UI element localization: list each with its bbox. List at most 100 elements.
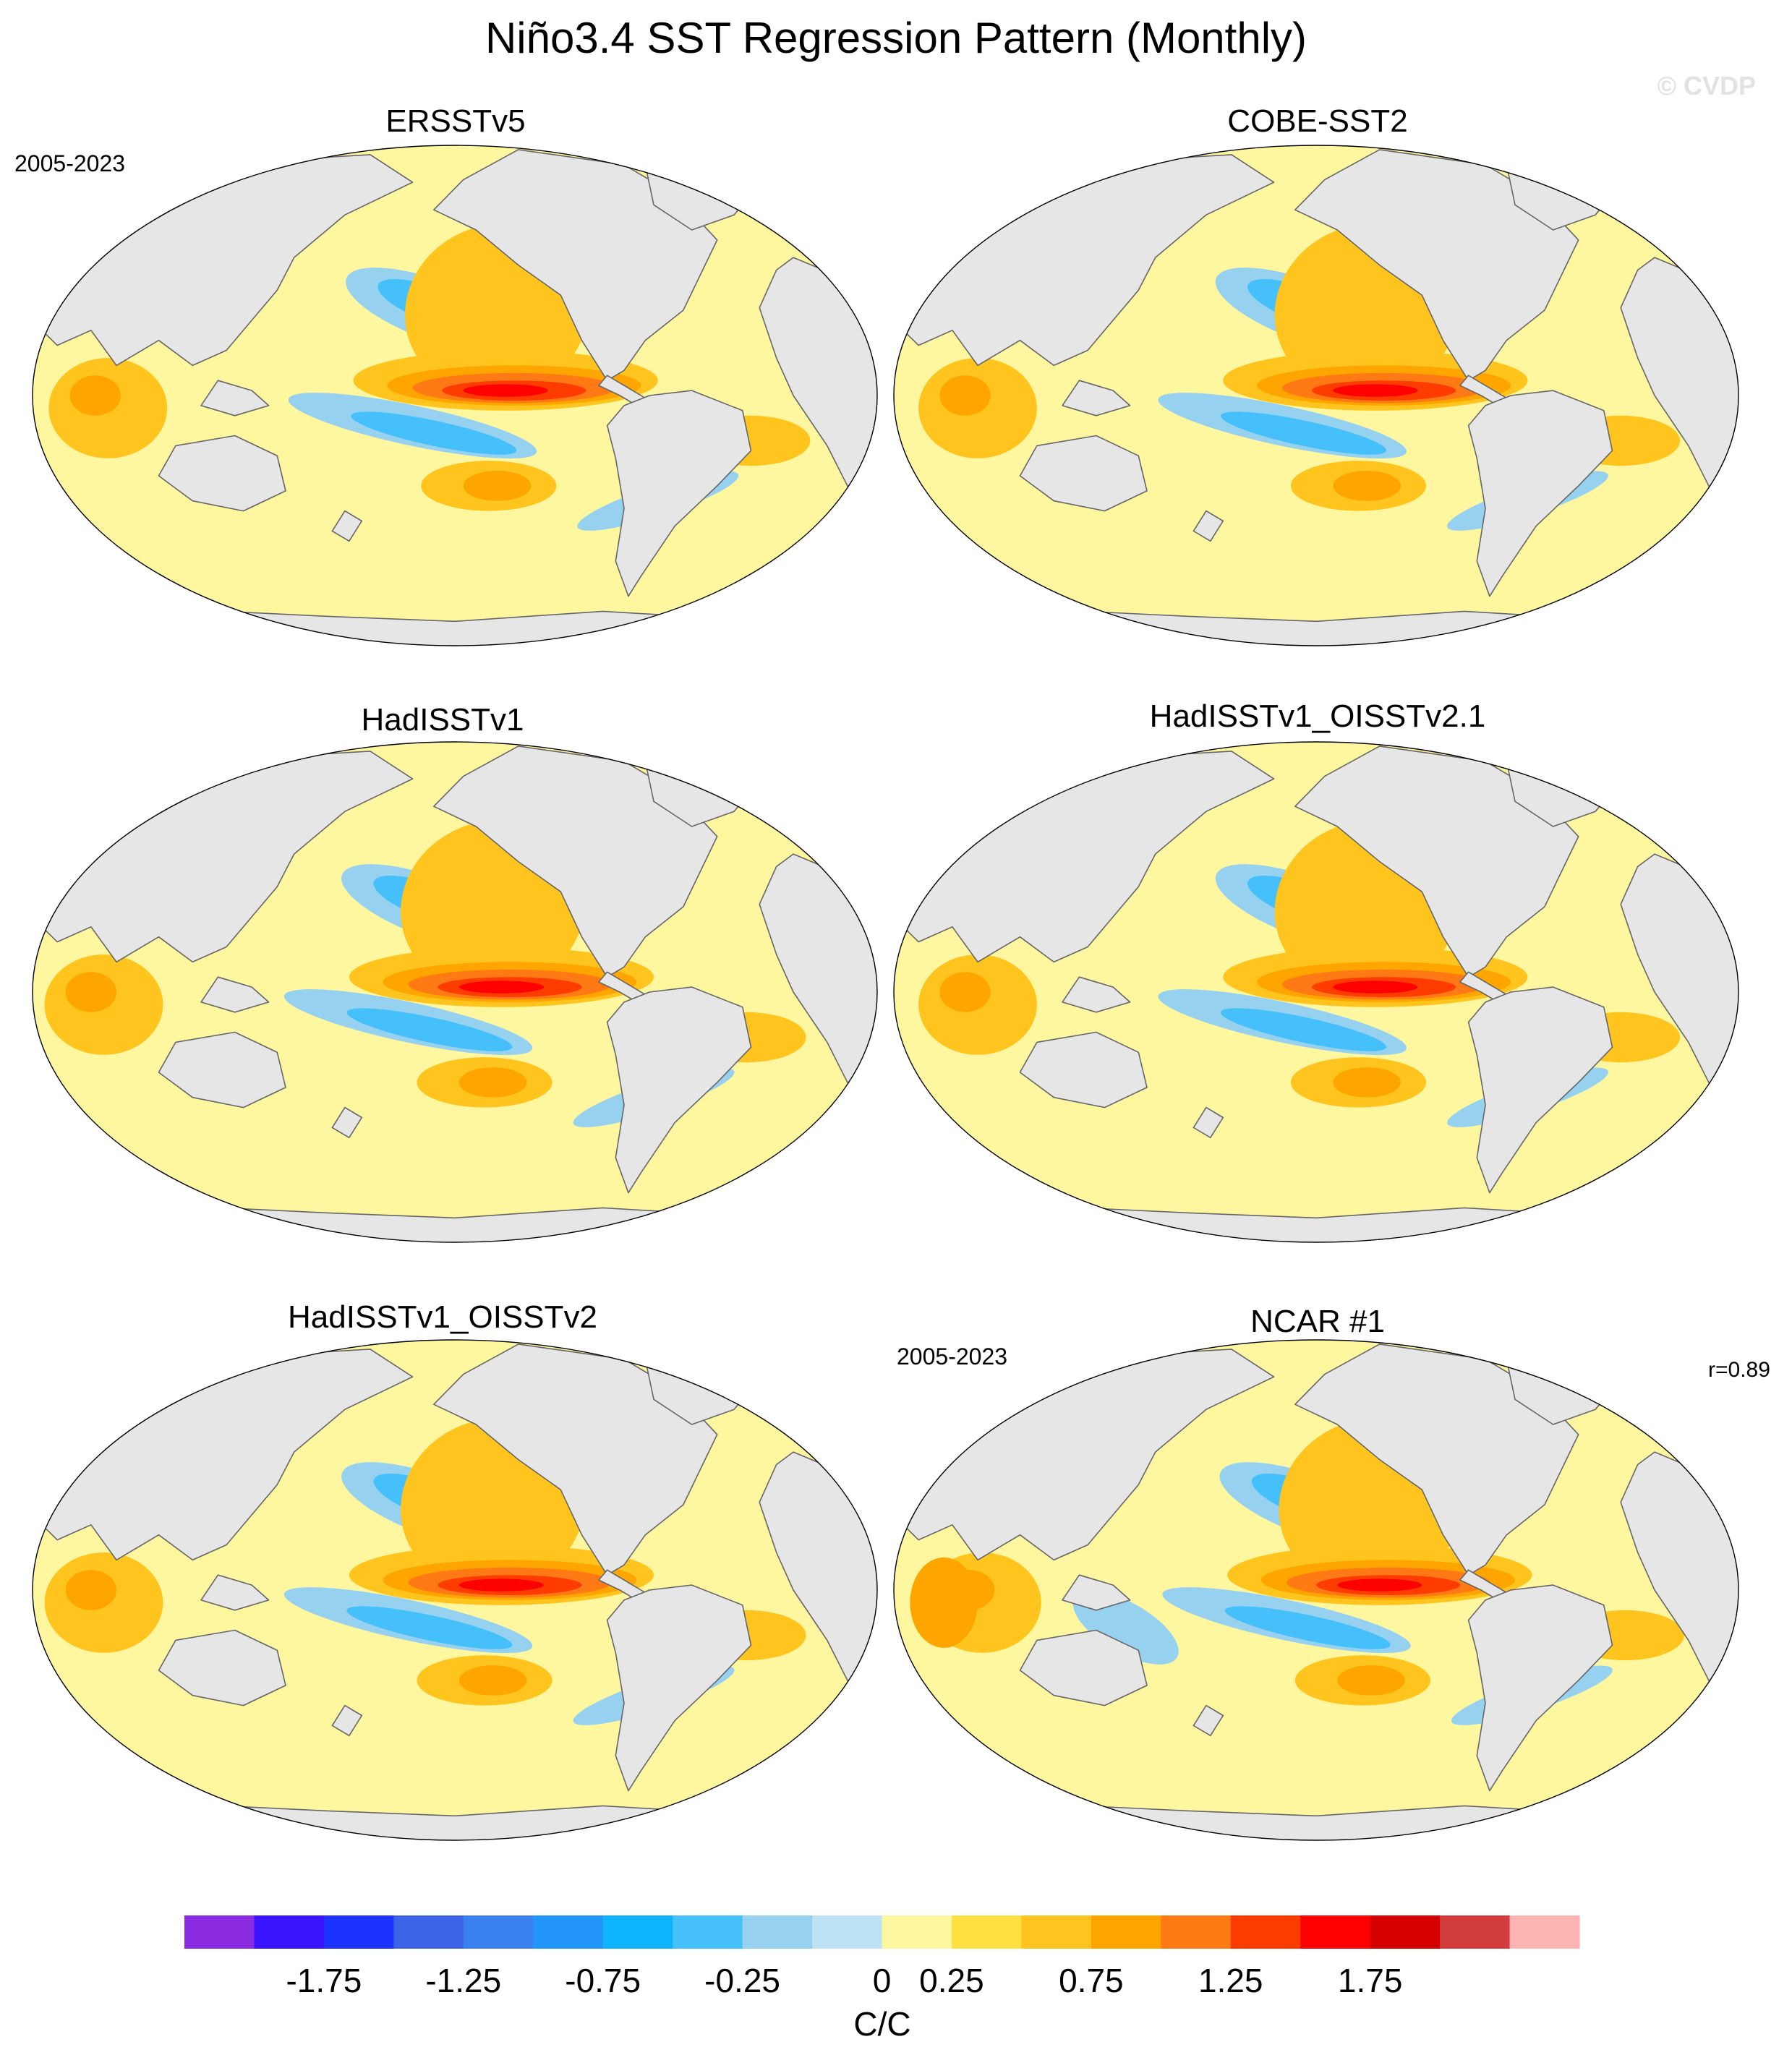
colorbar-units: C/C (853, 2005, 911, 2043)
land-mass (1192, 1704, 1224, 1737)
panel-title-hadisstv1-oisstv2: HadISSTv1_OISSTv2 (288, 1299, 597, 1335)
colorbar-box (882, 1915, 952, 1949)
colorbar-tick-label: 1.75 (1337, 1962, 1403, 1999)
land-mass (1019, 1031, 1148, 1108)
period-label-ersstv5: 2005-2023 (14, 150, 126, 176)
sst-anomaly-region (65, 972, 116, 1012)
map-outline (893, 741, 1739, 1243)
colorbar-box (602, 1915, 673, 1949)
map-outline (893, 1339, 1739, 1841)
colorbar-tick-label: 0.75 (1059, 1962, 1124, 1999)
land-mass (331, 510, 363, 542)
map-ersstv5 (32, 145, 878, 646)
colorbar (184, 1915, 1580, 1949)
sst-anomaly-region (458, 1578, 544, 1592)
colorbar-box (533, 1915, 604, 1949)
sst-anomaly-region (463, 384, 548, 397)
sst-anomaly-region (939, 375, 991, 416)
map-outline (32, 1339, 878, 1841)
sst-anomaly-region (910, 1557, 978, 1648)
sst-anomaly-region (1333, 471, 1401, 501)
land-mass (331, 1106, 363, 1139)
sst-anomaly-region (1337, 1665, 1405, 1696)
sst-anomaly-region (458, 1067, 527, 1098)
sst-anomaly-region (1333, 384, 1418, 397)
land-mass (200, 1574, 270, 1611)
sst-anomaly-region (1333, 1067, 1401, 1098)
colorbar-box (1370, 1915, 1441, 1949)
colorbar-box (951, 1915, 1022, 1949)
sst-anomaly-region (1337, 1578, 1422, 1592)
land-mass (158, 435, 286, 512)
land-mass (200, 976, 270, 1013)
land-mass (1019, 1629, 1148, 1706)
land-mass (1062, 1574, 1131, 1611)
map-outline (893, 145, 1739, 646)
colorbar-tick-label: -0.75 (565, 1962, 641, 1999)
colorbar-box (1509, 1915, 1580, 1949)
colorbar-box (1091, 1915, 1161, 1949)
sst-anomaly-region (346, 1606, 513, 1649)
colorbar-box (1440, 1915, 1511, 1949)
land-mass (158, 1629, 286, 1706)
land-mass (1192, 510, 1224, 542)
land-mass (1467, 390, 1613, 597)
colorbar-box (254, 1915, 325, 1949)
sst-anomaly-region (346, 1008, 513, 1051)
colorbar-tick-label: 0.25 (919, 1962, 984, 1999)
colorbar-tick-label: 1.25 (1198, 1962, 1263, 1999)
figure-title: Niño3.4 SST Regression Pattern (Monthly) (485, 14, 1307, 62)
land-mass (1062, 976, 1131, 1013)
sst-anomaly-region (1220, 411, 1387, 455)
panel-title-ersstv5: ERSSTv5 (385, 103, 526, 139)
sst-anomaly-region (1224, 1606, 1391, 1649)
colorbar-box (812, 1915, 883, 1949)
map-outline (32, 741, 878, 1243)
panel-title-cobe-sst2: COBE-SST2 (1227, 103, 1408, 139)
panel-title-hadisstv1: HadISSTv1 (361, 702, 524, 738)
land-mass (606, 390, 752, 597)
colorbar-box (1021, 1915, 1092, 1949)
land-mass (606, 1584, 752, 1792)
colorbar-box (393, 1915, 464, 1949)
land-mass (331, 1704, 363, 1737)
colorbar-box (323, 1915, 394, 1949)
colorbar-box (1230, 1915, 1301, 1949)
colorbar-tick-label: -1.75 (286, 1962, 362, 1999)
sst-anomaly-region (458, 980, 544, 994)
colorbar-box (1300, 1915, 1371, 1949)
colorbar-tick-label: -1.25 (425, 1962, 502, 1999)
land-mass (1467, 986, 1613, 1194)
land-mass (1062, 380, 1131, 416)
land-mass (1467, 1584, 1613, 1792)
period-label-ncar-1: 2005-2023 (897, 1343, 1008, 1370)
correlation-label-ncar-1: r=0.89 (1708, 1358, 1770, 1382)
panel-title-hadisstv1-oisstv2-1: HadISSTv1_OISSTv2.1 (1149, 698, 1486, 734)
land-mass (158, 1031, 286, 1108)
colorbar-tick-label: 0 (872, 1962, 892, 1999)
land-mass (1192, 1106, 1224, 1139)
colorbar-box (1161, 1915, 1232, 1949)
sst-anomaly-region (939, 972, 991, 1012)
watermark: © CVDP (1657, 71, 1756, 101)
land-mass (606, 986, 752, 1194)
map-outline (32, 145, 878, 646)
colorbar-box (673, 1915, 743, 1949)
colorbar-tick-label: -0.25 (704, 1962, 781, 1999)
map-hadisstv1-oisstv2 (32, 1339, 878, 1841)
land-mass (1019, 435, 1148, 512)
sst-anomaly-region (463, 471, 532, 501)
sst-anomaly-region (65, 1570, 116, 1610)
panel-title-ncar-1: NCAR #1 (1250, 1304, 1385, 1339)
sst-anomaly-region (351, 411, 517, 455)
map-cobe-sst2 (893, 145, 1739, 646)
land-mass (200, 380, 270, 416)
sst-anomaly-region (1333, 980, 1418, 994)
map-ncar-1 (893, 1339, 1739, 1841)
colorbar-box (742, 1915, 813, 1949)
colorbar-box (463, 1915, 534, 1949)
map-hadisstv1-oisstv2-1 (893, 741, 1739, 1243)
sst-anomaly-region (1220, 1008, 1387, 1051)
colorbar-box (184, 1915, 255, 1949)
sst-anomaly-region (458, 1665, 527, 1696)
